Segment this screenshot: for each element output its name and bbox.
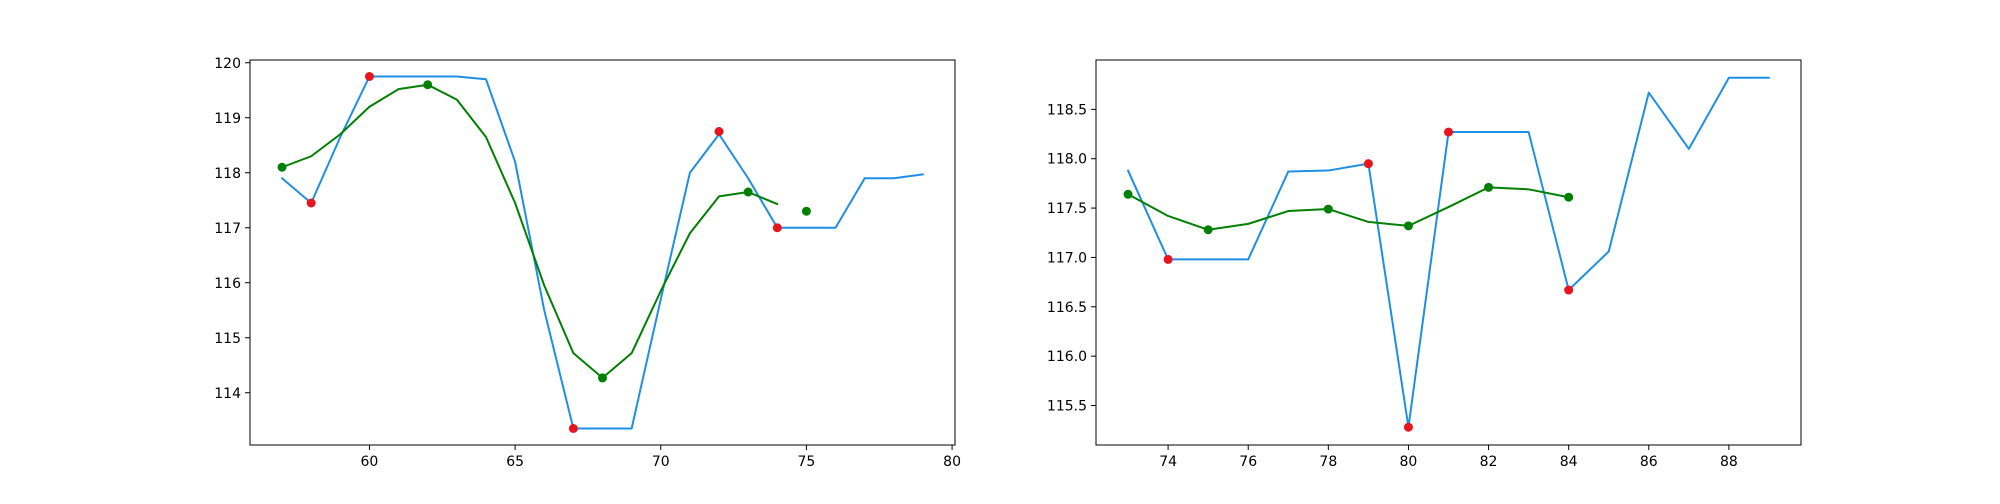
marker-point [1403,422,1413,432]
series-line-2 [1127,186,1570,231]
marker-point [1444,127,1453,137]
marker-point [1163,254,1173,264]
marker-point [1484,182,1494,192]
marker-point [801,206,811,216]
y-tick-label: 118.5 [1047,102,1087,118]
marker-point [364,72,374,81]
marker-point [423,80,433,90]
marker-point [1203,225,1213,235]
y-tick-label: 115 [214,331,241,347]
chart-2: 74 76 78 80 82 84 86 88 115.5 116.0 116.5 117.0 117.… [1047,59,1802,470]
plot-area [277,72,924,433]
marker-point [1403,221,1413,231]
x-tick-label: 80 [943,454,961,470]
y-tick-label: 117.5 [1047,201,1087,217]
x-tick-label: 74 [1159,454,1177,470]
x-tick-label: 86 [1640,454,1658,470]
x-tick-label: 75 [798,454,816,470]
marker-point [306,198,316,208]
y-tick-label: 119 [214,111,241,127]
y-tick-label: 117 [214,221,241,237]
x-tick-label: 76 [1239,454,1257,470]
y-tick-label: 116 [214,276,241,292]
x-tick-label: 65 [506,454,524,470]
marker-point [568,424,578,433]
marker-point [1363,159,1373,169]
x-tick-label: 84 [1560,454,1578,470]
marker-point [1323,204,1333,214]
marker-point [1564,192,1574,202]
marker-point [1123,189,1133,199]
series-line-2 [281,83,779,379]
x-tick-label: 82 [1480,454,1498,470]
y-tick-label: 118 [214,166,241,182]
axes-frame [1095,59,1802,446]
x-tick-label: 60 [361,454,379,470]
y-tick-label: 114 [214,386,241,402]
y-tick-label: 118.0 [1047,152,1087,168]
y-tick-label: 117.0 [1047,250,1087,266]
y-tick-label: 120 [214,56,241,72]
x-tick-label: 70 [652,454,670,470]
marker-point [277,162,287,172]
y-tick-label: 115.5 [1047,399,1087,415]
series-line-1 [281,75,924,430]
axes-frame [249,59,956,446]
marker-point [772,223,782,233]
marker-point [743,187,753,197]
y-tick-label: 116.0 [1047,349,1087,365]
plot-area [1123,76,1770,432]
chart-1: 60 65 70 75 80 114 115 116 117 118 119 120 [214,56,961,470]
x-tick-label: 80 [1400,454,1418,470]
x-tick-label: 88 [1720,454,1738,470]
marker-point [1564,285,1574,295]
marker-point [714,127,724,136]
marker-point [598,373,607,383]
x-tick-label: 78 [1319,454,1337,470]
y-tick-label: 116.5 [1047,300,1087,316]
